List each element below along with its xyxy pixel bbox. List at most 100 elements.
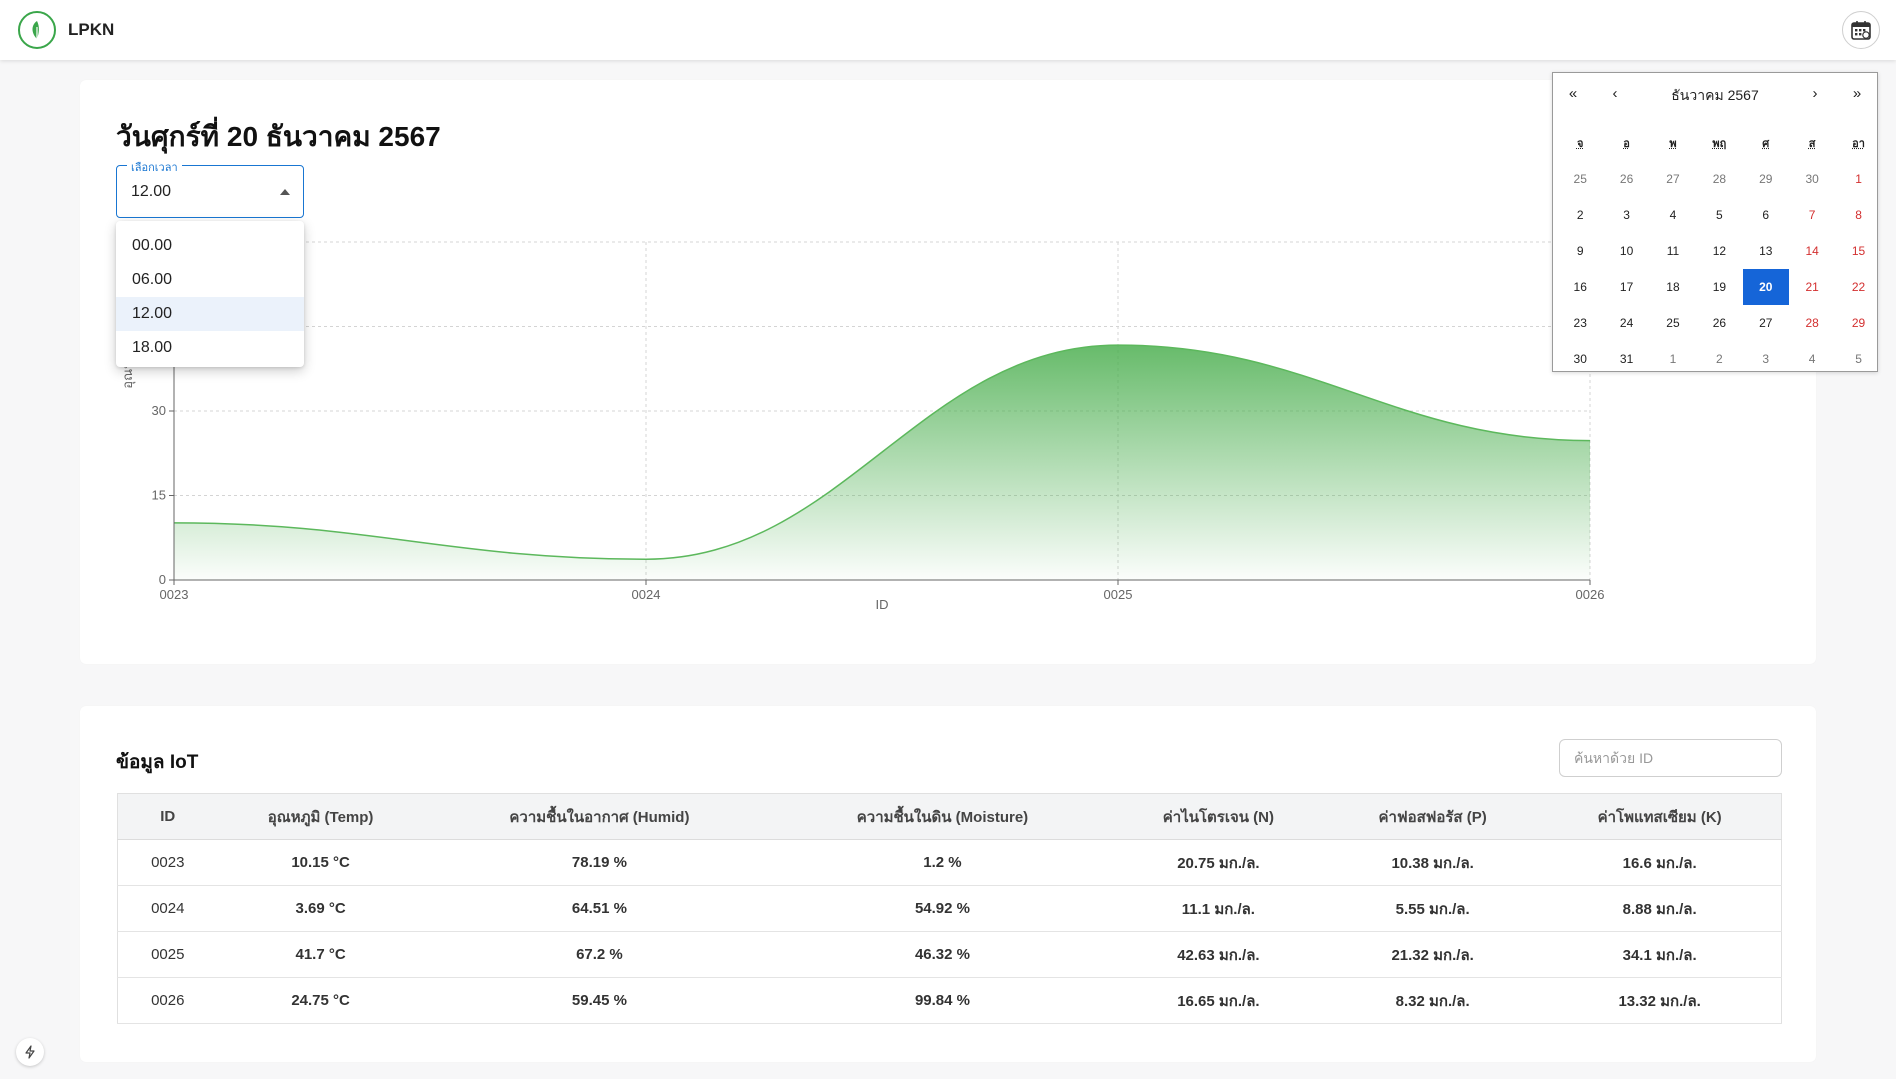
calendar-day-selected[interactable]: 20 [1743, 269, 1789, 305]
calendar-weekday: อา [1835, 127, 1881, 161]
cell-temp: 10.15 °C [218, 840, 424, 886]
calendar-day[interactable]: 3 [1603, 197, 1649, 233]
x-tick-label: 0023 [160, 587, 189, 602]
calendar-day[interactable]: 14 [1789, 233, 1835, 269]
calendar-weekday: จ [1557, 127, 1603, 161]
calendar-day[interactable]: 12 [1696, 233, 1742, 269]
calendar-month-title[interactable]: ธันวาคม 2567 [1553, 85, 1877, 107]
calendar-day[interactable]: 7 [1789, 197, 1835, 233]
calendar-day[interactable]: 9 [1557, 233, 1603, 269]
calendar-day[interactable]: 5 [1696, 197, 1742, 233]
calendar-weekday: พฤ [1696, 127, 1742, 161]
cell-phosphorus: 5.55 มก./ล. [1327, 886, 1538, 932]
calendar-day[interactable]: 30 [1557, 341, 1603, 377]
y-tick-label: 30 [152, 403, 166, 418]
cell-id: 0023 [118, 840, 218, 886]
page-title: วันศุกร์ที่ 20 ธันวาคม 2567 [116, 115, 441, 159]
bolt-icon[interactable] [16, 1038, 44, 1066]
column-header-humid[interactable]: ความชื้นในอากาศ (Humid) [424, 794, 775, 840]
cell-id: 0025 [118, 932, 218, 978]
time-option[interactable]: 06.00 [116, 263, 304, 297]
column-header-moisture[interactable]: ความชื้นในดิน (Moisture) [775, 794, 1110, 840]
cell-nitrogen: 16.65 มก./ล. [1110, 978, 1327, 1024]
next-year-button[interactable]: » [1845, 85, 1869, 102]
calendar-day[interactable]: 18 [1650, 269, 1696, 305]
calendar-day[interactable]: 2 [1557, 197, 1603, 233]
calendar-day[interactable]: 28 [1789, 305, 1835, 341]
calendar-grid: จอพพฤศสอา 25 26 27 28 29 30 1 2 3 4 5 6 7 8 9 10 11 12 13 14… [1557, 127, 1875, 377]
calendar-day[interactable]: 11 [1650, 233, 1696, 269]
calendar-day[interactable]: 2 [1696, 341, 1742, 377]
time-options-menu: 00.00 06.00 12.00 18.00 [116, 221, 304, 367]
table-row[interactable]: 0023 10.15 °C 78.19 % 1.2 % 20.75 มก./ล. 10.3… [118, 840, 1782, 886]
calendar-day[interactable]: 24 [1603, 305, 1649, 341]
leaf-icon[interactable] [18, 11, 56, 49]
y-tick-label: 0 [159, 572, 166, 587]
calendar-day[interactable]: 1 [1835, 161, 1881, 197]
calendar-day[interactable]: 29 [1743, 161, 1789, 197]
cell-temp: 41.7 °C [218, 932, 424, 978]
column-header-potassium[interactable]: ค่าโพแทสเซียม (K) [1538, 794, 1781, 840]
column-header-phosphorus[interactable]: ค่าฟอสฟอรัส (P) [1327, 794, 1538, 840]
search-input[interactable] [1559, 739, 1782, 777]
calendar-day[interactable]: 17 [1603, 269, 1649, 305]
time-select[interactable]: เลือกเวลา 12.00 [116, 165, 304, 218]
time-select-value: 12.00 [131, 183, 171, 201]
cell-nitrogen: 20.75 มก./ล. [1110, 840, 1327, 886]
calendar-button[interactable] [1842, 11, 1880, 49]
column-header-id[interactable]: ID [118, 794, 218, 840]
calendar-day[interactable]: 1 [1650, 341, 1696, 377]
time-option-selected[interactable]: 12.00 [116, 297, 304, 331]
calendar-day[interactable]: 25 [1557, 161, 1603, 197]
calendar-day[interactable]: 3 [1743, 341, 1789, 377]
calendar-day[interactable]: 29 [1835, 305, 1881, 341]
cell-potassium: 34.1 มก./ล. [1538, 932, 1781, 978]
cell-humid: 59.45 % [424, 978, 775, 1024]
table-row[interactable]: 0026 24.75 °C 59.45 % 99.84 % 16.65 มก./ล. 8.… [118, 978, 1782, 1024]
calendar-day[interactable]: 6 [1743, 197, 1789, 233]
top-bar: LPKN [0, 0, 1896, 60]
table-row[interactable]: 0024 3.69 °C 64.51 % 54.92 % 11.1 มก./ล. 5.55… [118, 886, 1782, 932]
calendar-day[interactable]: 25 [1650, 305, 1696, 341]
column-header-nitrogen[interactable]: ค่าไนโตรเจน (N) [1110, 794, 1327, 840]
calendar-weekday: พ [1650, 127, 1696, 161]
calendar-day[interactable]: 4 [1789, 341, 1835, 377]
cell-id: 0026 [118, 978, 218, 1024]
iot-data-table: ID อุณหภูมิ (Temp) ความชื้นในอากาศ (Humi… [117, 793, 1782, 1024]
cell-nitrogen: 42.63 มก./ล. [1110, 932, 1327, 978]
calendar-day[interactable]: 5 [1835, 341, 1881, 377]
cell-potassium: 16.6 มก./ล. [1538, 840, 1781, 886]
cell-potassium: 13.32 มก./ล. [1538, 978, 1781, 1024]
cell-moisture: 46.32 % [775, 932, 1110, 978]
calendar-day[interactable]: 16 [1557, 269, 1603, 305]
table-header-row: ID อุณหภูมิ (Temp) ความชื้นในอากาศ (Humi… [118, 794, 1782, 840]
calendar-day[interactable]: 27 [1650, 161, 1696, 197]
calendar-day[interactable]: 28 [1696, 161, 1742, 197]
calendar-day[interactable]: 31 [1603, 341, 1649, 377]
area-fill [174, 345, 1590, 580]
table-row[interactable]: 0025 41.7 °C 67.2 % 46.32 % 42.63 มก./ล. 21.3… [118, 932, 1782, 978]
calendar-day[interactable]: 22 [1835, 269, 1881, 305]
calendar-day[interactable]: 23 [1557, 305, 1603, 341]
calendar-day[interactable]: 26 [1603, 161, 1649, 197]
cell-moisture: 1.2 % [775, 840, 1110, 886]
cell-phosphorus: 8.32 มก./ล. [1327, 978, 1538, 1024]
next-month-button[interactable]: › [1803, 85, 1827, 102]
calendar-day[interactable]: 8 [1835, 197, 1881, 233]
x-tick-label: 0025 [1104, 587, 1133, 602]
calendar-day[interactable]: 19 [1696, 269, 1742, 305]
time-option[interactable]: 00.00 [116, 229, 304, 263]
calendar-day[interactable]: 10 [1603, 233, 1649, 269]
calendar-weekday: อ [1603, 127, 1649, 161]
time-option[interactable]: 18.00 [116, 331, 304, 365]
calendar-day[interactable]: 21 [1789, 269, 1835, 305]
calendar-day[interactable]: 26 [1696, 305, 1742, 341]
column-header-temp[interactable]: อุณหภูมิ (Temp) [218, 794, 424, 840]
calendar-day[interactable]: 13 [1743, 233, 1789, 269]
cell-id: 0024 [118, 886, 218, 932]
calendar-day[interactable]: 30 [1789, 161, 1835, 197]
calendar-popup: « ‹ ธันวาคม 2567 › » จอพพฤศสอา 25 26 27 28 29… [1552, 72, 1878, 372]
calendar-day[interactable]: 15 [1835, 233, 1881, 269]
calendar-day[interactable]: 4 [1650, 197, 1696, 233]
calendar-day[interactable]: 27 [1743, 305, 1789, 341]
